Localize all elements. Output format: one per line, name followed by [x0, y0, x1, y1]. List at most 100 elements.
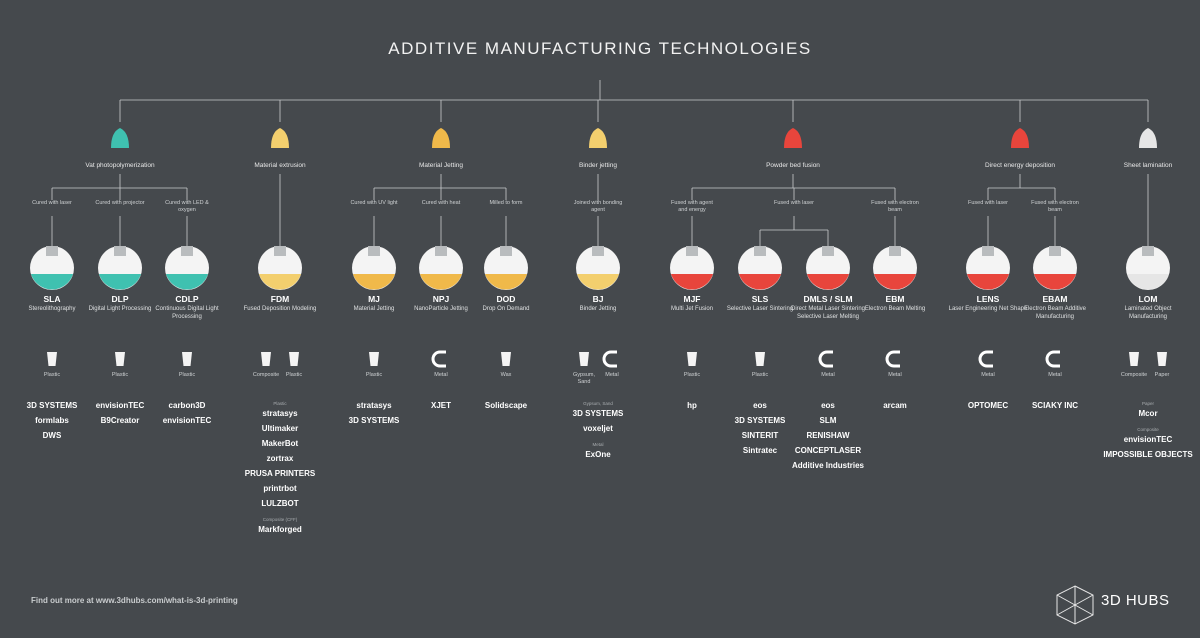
method-label: Fused with electron beam: [869, 200, 921, 214]
material-label: Plastic: [365, 372, 383, 378]
material-icon: [602, 350, 617, 368]
print-head: [114, 246, 126, 256]
tech-material: [577, 274, 619, 290]
company: XJET: [430, 401, 451, 410]
tech-abbr: CDLP: [175, 294, 199, 304]
family-label: Material Jetting: [418, 162, 464, 169]
tech-abbr: BJ: [592, 294, 604, 304]
company: 3D SYSTEMS: [734, 416, 786, 425]
family-icon: [1139, 128, 1157, 148]
material-icon: [687, 352, 697, 366]
family-label: Direct energy deposition: [984, 162, 1056, 169]
material-label: Plastic: [285, 372, 303, 378]
family-icon: [784, 128, 802, 148]
material-label: Plastic: [43, 372, 61, 378]
print-head: [181, 246, 193, 256]
company: Ultimaker: [261, 424, 299, 433]
company: ExOne: [585, 450, 611, 459]
tech-abbr: MJ: [368, 294, 380, 304]
material-icon: [1129, 352, 1139, 366]
material-label: Metal: [821, 372, 835, 378]
material-icon: [1157, 352, 1167, 366]
material-icon: [182, 352, 192, 366]
material-icon: [978, 350, 993, 368]
footer-link[interactable]: Find out more at www.3dhubs.com/what-is-…: [31, 596, 238, 605]
title: ADDITIVE MANUFACTURING TECHNOLOGIES: [388, 39, 812, 58]
tech-abbr: DMLS / SLM: [803, 294, 853, 304]
tech-name: Electron Beam Additive Manufacturing: [1023, 306, 1087, 320]
material-icon: [755, 352, 765, 366]
tech-name: Drop On Demand: [482, 306, 530, 312]
family-label: Vat photopolymerization: [85, 162, 155, 169]
material-icon: [261, 352, 271, 366]
material-icon: [47, 352, 57, 366]
material-label: Composite: [1120, 372, 1148, 378]
method-label: Fused with laser: [768, 200, 820, 207]
company: Solidscape: [484, 401, 528, 410]
family-icon: [1011, 128, 1029, 148]
company: carbon3D: [168, 401, 206, 410]
company: LULZBOT: [261, 499, 299, 508]
material-label: Wax: [500, 372, 512, 378]
tech-name: Binder Jetting: [579, 306, 617, 312]
tech-material: [1034, 274, 1076, 290]
company: SCIAKY INC: [1031, 401, 1079, 410]
company: 3D SYSTEMS: [26, 401, 78, 410]
material-label: Metal: [888, 372, 902, 378]
material-label: Plastic: [751, 372, 769, 378]
company: IMPOSSIBLE OBJECTS: [1103, 450, 1193, 459]
tech-material: [353, 274, 395, 290]
family-icon: [589, 128, 607, 148]
tech-name: Continuous Digital Light Processing: [155, 306, 219, 320]
tech-name: Laminated Object Manufacturing: [1124, 306, 1172, 320]
material-icon: [1045, 350, 1060, 368]
method-label: Cured with heat: [415, 200, 467, 207]
family-label: Material extrusion: [254, 162, 306, 169]
tech-name: Material Jetting: [353, 306, 395, 312]
tech-abbr: EBAM: [1042, 294, 1068, 304]
method-label: Fused with electron beam: [1029, 200, 1081, 214]
material-label: Gypsum, Sand: [572, 372, 595, 385]
company: OPTOMEC: [967, 401, 1009, 410]
material-icon: [431, 350, 446, 368]
company: formlabs: [35, 416, 69, 425]
tech-name: Direct Metal Laser Sintering Selective L…: [790, 306, 866, 320]
company: Additive Industries: [791, 461, 864, 470]
print-head: [982, 246, 994, 256]
tech-abbr: SLA: [43, 294, 61, 304]
print-head: [274, 246, 286, 256]
family-icon: [271, 128, 289, 148]
company-group: Composite (CFF): [262, 517, 298, 522]
print-head: [592, 246, 604, 256]
material-icon: [501, 352, 511, 366]
company-group: Gypsum, Sand: [583, 401, 613, 406]
family-icon: [111, 128, 129, 148]
company: DWS: [42, 431, 62, 440]
tech-abbr: DLP: [111, 294, 129, 304]
print-head: [686, 246, 698, 256]
company: zortrax: [266, 454, 294, 463]
company: MakerBot: [261, 439, 299, 448]
tech-material: [874, 274, 916, 290]
print-head: [500, 246, 512, 256]
tech-abbr: SLS: [751, 294, 769, 304]
company: envisionTEC: [95, 401, 145, 410]
tech-material: [967, 274, 1009, 290]
tech-material: [1127, 274, 1169, 290]
company: PRUSA PRINTERS: [244, 469, 316, 478]
company: B9Creator: [100, 416, 140, 425]
company: arcam: [883, 401, 907, 410]
method-label: Joined with bonding agent: [572, 200, 624, 214]
tech-abbr: NPJ: [432, 294, 450, 304]
print-head: [754, 246, 766, 256]
tech-name: Laser Engineering Net Shape: [948, 306, 1028, 312]
method-label: Fused with agent and energy: [666, 200, 718, 214]
tech-name: Fused Deposition Modeling: [243, 306, 317, 312]
method-label: Cured with LED & oxygen: [161, 200, 213, 214]
company: SINTERIT: [741, 431, 779, 440]
tech-material: [807, 274, 849, 290]
method-label: Milled to form: [480, 200, 532, 207]
tech-material: [485, 274, 527, 290]
